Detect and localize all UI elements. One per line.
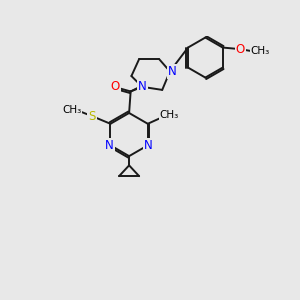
Text: O: O — [111, 80, 120, 93]
Text: N: N — [144, 139, 153, 152]
Text: N: N — [138, 80, 147, 93]
Text: S: S — [88, 110, 96, 123]
Text: CH₃: CH₃ — [160, 110, 179, 120]
Text: N: N — [105, 139, 114, 152]
Text: CH₃: CH₃ — [62, 105, 82, 115]
Text: O: O — [236, 43, 245, 56]
Text: N: N — [139, 79, 147, 92]
Text: CH₃: CH₃ — [251, 46, 270, 56]
Text: N: N — [168, 65, 177, 78]
